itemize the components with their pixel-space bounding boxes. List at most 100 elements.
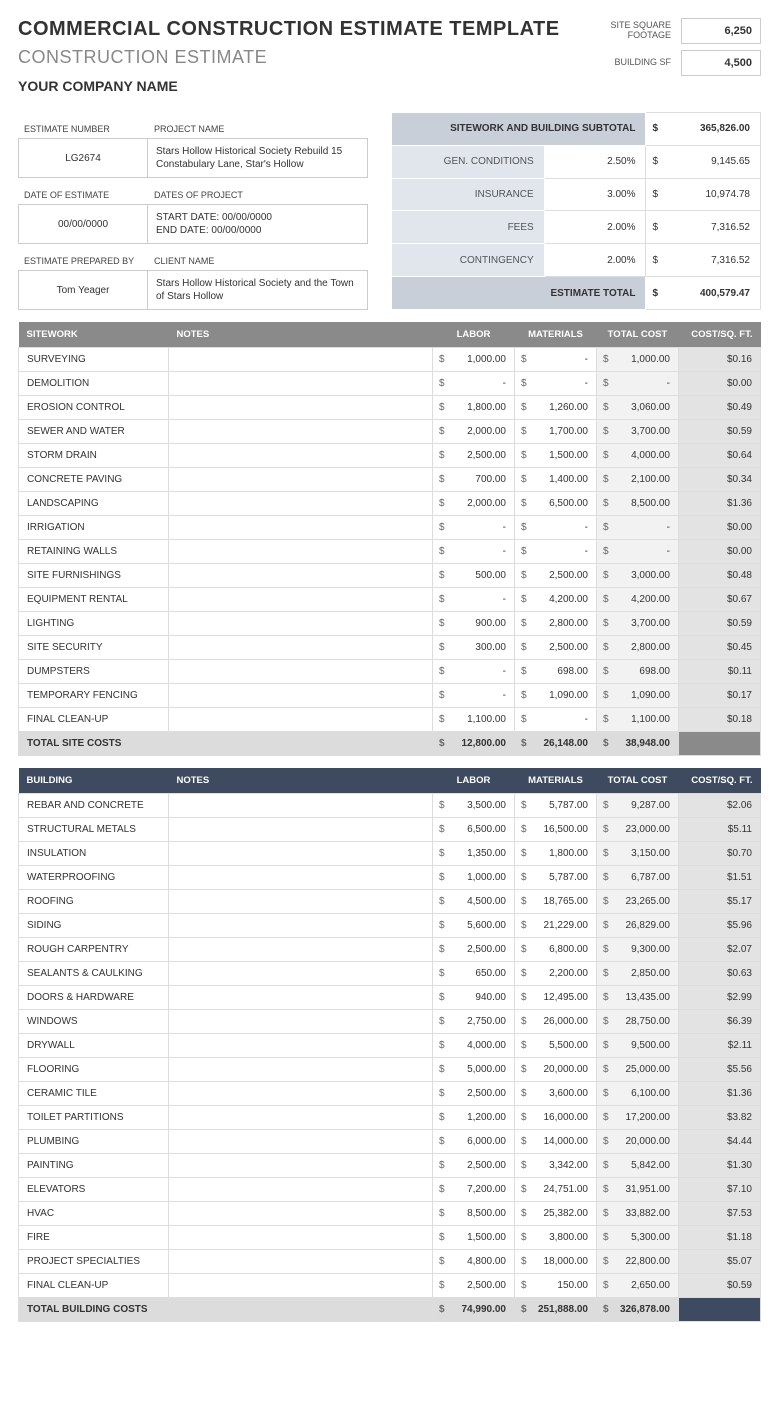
row-labor: 1,800.00 [433, 396, 515, 420]
row-name: PAINTING [19, 1154, 169, 1178]
row-notes [169, 914, 433, 938]
estimate-number-value: LG2674 [18, 138, 148, 178]
row-name: REBAR AND CONCRETE [19, 794, 169, 818]
table-row: WINDOWS 2,750.00 26,000.00 28,750.00 $6.… [19, 1010, 761, 1034]
table-row: RETAINING WALLS - - - $0.00 [19, 540, 761, 564]
row-sqft: $0.70 [679, 842, 761, 866]
row-materials: - [515, 348, 597, 372]
row-name: EQUIPMENT RENTAL [19, 588, 169, 612]
row-total: 6,100.00 [597, 1082, 679, 1106]
col-header: TOTAL COST [597, 768, 679, 794]
row-sqft: $5.11 [679, 818, 761, 842]
row-materials: 5,787.00 [515, 866, 597, 890]
row-materials: 20,000.00 [515, 1058, 597, 1082]
subtotal-row-amt: 10,974.78 [646, 178, 761, 211]
total-labor: 74,990.00 [433, 1298, 515, 1322]
table-row: PROJECT SPECIALTIES 4,800.00 18,000.00 2… [19, 1250, 761, 1274]
row-notes [169, 372, 433, 396]
row-materials: 1,800.00 [515, 842, 597, 866]
row-labor: 6,000.00 [433, 1130, 515, 1154]
row-materials: 25,382.00 [515, 1202, 597, 1226]
row-materials: 1,090.00 [515, 684, 597, 708]
table-total-row: TOTAL BUILDING COSTS 74,990.00 251,888.0… [19, 1298, 761, 1322]
project-name-label: PROJECT NAME [148, 120, 230, 138]
row-sqft: $5.07 [679, 1250, 761, 1274]
total-sqft [679, 1298, 761, 1322]
meta-block: ESTIMATE NUMBER PROJECT NAME LG2674 Star… [18, 112, 373, 310]
col-header: SITEWORK [19, 322, 169, 348]
row-sqft: $5.96 [679, 914, 761, 938]
row-name: DRYWALL [19, 1034, 169, 1058]
table-row: INSULATION 1,350.00 1,800.00 3,150.00 $0… [19, 842, 761, 866]
row-materials: 18,000.00 [515, 1250, 597, 1274]
row-notes [169, 540, 433, 564]
row-materials: - [515, 708, 597, 732]
row-materials: 1,400.00 [515, 468, 597, 492]
row-total: 2,650.00 [597, 1274, 679, 1298]
table-total-row: TOTAL SITE COSTS 12,800.00 26,148.00 38,… [19, 732, 761, 756]
row-notes [169, 684, 433, 708]
row-sqft: $2.99 [679, 986, 761, 1010]
row-sqft: $2.11 [679, 1034, 761, 1058]
row-materials: 3,342.00 [515, 1154, 597, 1178]
table-row: PLUMBING 6,000.00 14,000.00 20,000.00 $4… [19, 1130, 761, 1154]
building-table: BUILDINGNOTESLABORMATERIALSTOTAL COSTCOS… [18, 768, 761, 1322]
row-sqft: $0.67 [679, 588, 761, 612]
company-name: YOUR COMPANY NAME [18, 78, 560, 94]
row-sqft: $0.00 [679, 372, 761, 396]
row-labor: 500.00 [433, 564, 515, 588]
row-name: TOILET PARTITIONS [19, 1106, 169, 1130]
row-sqft: $0.45 [679, 636, 761, 660]
subtotal-row-pct: 3.00% [544, 178, 646, 211]
row-materials: 1,500.00 [515, 444, 597, 468]
row-notes [169, 612, 433, 636]
row-notes [169, 1202, 433, 1226]
table-row: DRYWALL 4,000.00 5,500.00 9,500.00 $2.11 [19, 1034, 761, 1058]
row-labor: 3,500.00 [433, 794, 515, 818]
subtotal-row-label: CONTINGENCY [392, 244, 545, 277]
subtotal-row-amt: 7,316.52 [646, 211, 761, 244]
table-row: REBAR AND CONCRETE 3,500.00 5,787.00 9,2… [19, 794, 761, 818]
row-notes [169, 516, 433, 540]
row-labor: 1,100.00 [433, 708, 515, 732]
table-row: DOORS & HARDWARE 940.00 12,495.00 13,435… [19, 986, 761, 1010]
table-row: SIDING 5,600.00 21,229.00 26,829.00 $5.9… [19, 914, 761, 938]
row-total: - [597, 372, 679, 396]
row-materials: - [515, 540, 597, 564]
table-row: WATERPROOFING 1,000.00 5,787.00 6,787.00… [19, 866, 761, 890]
row-labor: 1,500.00 [433, 1226, 515, 1250]
row-total: 2,850.00 [597, 962, 679, 986]
row-name: STORM DRAIN [19, 444, 169, 468]
bldg-sqft-label: BUILDING SF [614, 58, 671, 68]
row-name: CONCRETE PAVING [19, 468, 169, 492]
row-total: 2,100.00 [597, 468, 679, 492]
col-header: COST/SQ. FT. [679, 322, 761, 348]
row-notes [169, 842, 433, 866]
bldg-sqft-value: 4,500 [681, 50, 761, 76]
row-notes [169, 1226, 433, 1250]
table-row: FINAL CLEAN-UP 2,500.00 150.00 2,650.00 … [19, 1274, 761, 1298]
subtotal-row-label: FEES [392, 211, 545, 244]
table-row: ROUGH CARPENTRY 2,500.00 6,800.00 9,300.… [19, 938, 761, 962]
estimate-number-label: ESTIMATE NUMBER [18, 120, 148, 138]
date-of-estimate-value: 00/00/0000 [18, 204, 148, 244]
row-labor: - [433, 372, 515, 396]
row-notes [169, 866, 433, 890]
col-header: NOTES [169, 322, 433, 348]
row-labor: 2,500.00 [433, 1274, 515, 1298]
row-materials: 2,200.00 [515, 962, 597, 986]
total-materials: 26,148.00 [515, 732, 597, 756]
row-total: 13,435.00 [597, 986, 679, 1010]
row-name: STRUCTURAL METALS [19, 818, 169, 842]
row-materials: 1,700.00 [515, 420, 597, 444]
row-sqft: $4.44 [679, 1130, 761, 1154]
table-row: EQUIPMENT RENTAL - 4,200.00 4,200.00 $0.… [19, 588, 761, 612]
row-total: 26,829.00 [597, 914, 679, 938]
row-labor: - [433, 588, 515, 612]
row-notes [169, 1274, 433, 1298]
table-row: FLOORING 5,000.00 20,000.00 25,000.00 $5… [19, 1058, 761, 1082]
client-name-label: CLIENT NAME [148, 252, 220, 270]
row-notes [169, 708, 433, 732]
row-total: - [597, 540, 679, 564]
subtotal-row-pct: 2.00% [544, 211, 646, 244]
